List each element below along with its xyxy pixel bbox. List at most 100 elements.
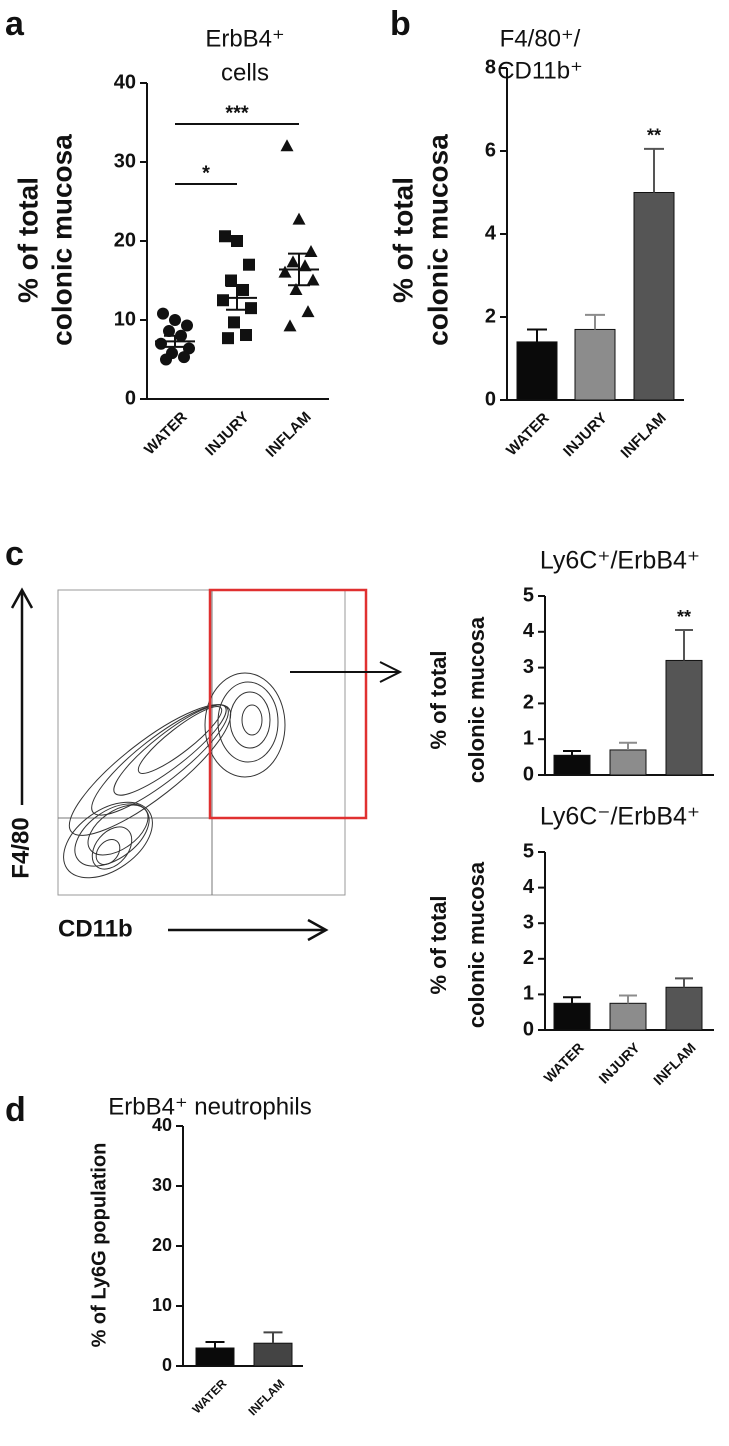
contour [91, 826, 133, 870]
chart-title: CD11b⁺ [497, 57, 583, 84]
y-axis-label: % of Ly6G population [88, 1143, 110, 1348]
y-tick-label: 30 [152, 1175, 172, 1195]
y-axis-label: colonic mucosa [422, 134, 453, 346]
point [157, 307, 169, 320]
y-tick-label: 0 [125, 387, 136, 409]
x-axis-label: CD11b [58, 915, 133, 942]
point [301, 305, 315, 318]
error-bar [263, 1331, 283, 1344]
error-bar [164, 334, 186, 348]
chart-title: Ly6C⁺/ErbB4⁺ [540, 547, 700, 575]
contour [137, 706, 223, 774]
y-tick-label: 1 [523, 983, 534, 1005]
y-tick-label: 2 [485, 305, 496, 327]
bar [553, 754, 591, 776]
point [304, 245, 318, 258]
contour [241, 704, 263, 736]
y-axis-label: colonic mucosa [46, 134, 77, 346]
contour [91, 704, 229, 816]
bar [516, 341, 558, 401]
significance-label: ** [647, 126, 661, 146]
x-tick-label: INFLAM [650, 1039, 699, 1088]
arrow-head [10, 587, 34, 609]
y-tick-label: 3 [523, 911, 534, 933]
y-tick-label: 0 [523, 763, 534, 785]
point [217, 294, 229, 307]
point [219, 230, 231, 243]
chart-title: cells [221, 59, 269, 86]
error-bar [288, 252, 310, 287]
y-tick-label: 8 [485, 56, 496, 78]
point [289, 282, 303, 295]
error-bar [675, 629, 693, 661]
bar [553, 1002, 591, 1031]
y-axis-label: % of total [426, 651, 451, 750]
y-tick-label: 2 [523, 947, 534, 969]
panel-letter: c [5, 535, 24, 573]
y-tick-label: 0 [485, 388, 496, 410]
contour [113, 704, 227, 796]
point [160, 353, 172, 366]
point [178, 351, 190, 364]
y-tick-label: 0 [523, 1018, 534, 1040]
contour [95, 838, 121, 866]
panel-letter: b [390, 5, 411, 43]
x-tick-label: INFLAM [263, 409, 315, 461]
point [283, 319, 297, 332]
bar [253, 1342, 293, 1367]
gate [208, 588, 368, 820]
bar [609, 749, 647, 776]
y-tick-label: 4 [523, 876, 535, 898]
contour [63, 801, 153, 879]
point [225, 274, 237, 287]
x-tick-label: WATER [503, 410, 553, 460]
x-tick-label: INJURY [202, 409, 253, 460]
point [243, 258, 255, 271]
panel-letter: d [5, 1091, 26, 1129]
chart-title: F4/80⁺/ [500, 25, 581, 52]
x-tick-label: INJURY [595, 1039, 643, 1087]
point [181, 319, 193, 332]
bar [665, 986, 703, 1031]
error-bar [205, 1341, 225, 1348]
significance-label: *** [225, 102, 249, 124]
error-bar [675, 977, 693, 988]
y-tick-label: 5 [523, 584, 534, 606]
x-tick-label: WATER [141, 409, 191, 459]
y-tick-label: 10 [114, 308, 136, 330]
y-axis-label: F4/80 [7, 817, 34, 878]
x-tick-label: WATER [189, 1376, 229, 1416]
y-tick-label: 4 [523, 620, 535, 642]
significance-label: ** [677, 607, 691, 627]
y-axis-label: colonic mucosa [464, 616, 489, 783]
contour [204, 672, 286, 778]
y-tick-label: 20 [114, 229, 136, 251]
bar [195, 1347, 235, 1367]
point [163, 325, 175, 338]
y-tick-label: 1 [523, 727, 534, 749]
point [183, 342, 195, 355]
y-tick-label: 0 [162, 1355, 172, 1375]
y-tick-label: 2 [523, 692, 534, 714]
y-tick-label: 20 [152, 1235, 172, 1255]
y-axis-label: % of total [12, 177, 43, 303]
point [228, 316, 240, 329]
y-tick-label: 5 [523, 840, 534, 862]
x-tick-label: INFLAM [245, 1376, 287, 1418]
error-bar [563, 750, 581, 756]
y-axis-label: colonic mucosa [464, 861, 489, 1028]
panel-letter: a [5, 5, 25, 43]
point [245, 302, 257, 315]
bar [665, 659, 703, 776]
chart-title: ErbB4⁺ neutrophils [108, 1093, 311, 1120]
error-bar [226, 285, 248, 311]
bar [609, 1002, 647, 1031]
bar [633, 192, 675, 401]
contour [217, 681, 279, 763]
point [306, 273, 320, 286]
y-tick-label: 6 [485, 139, 496, 161]
error-bar [619, 741, 637, 750]
x-tick-label: WATER [540, 1039, 586, 1085]
bar [574, 328, 616, 401]
error-bar [619, 994, 637, 1004]
